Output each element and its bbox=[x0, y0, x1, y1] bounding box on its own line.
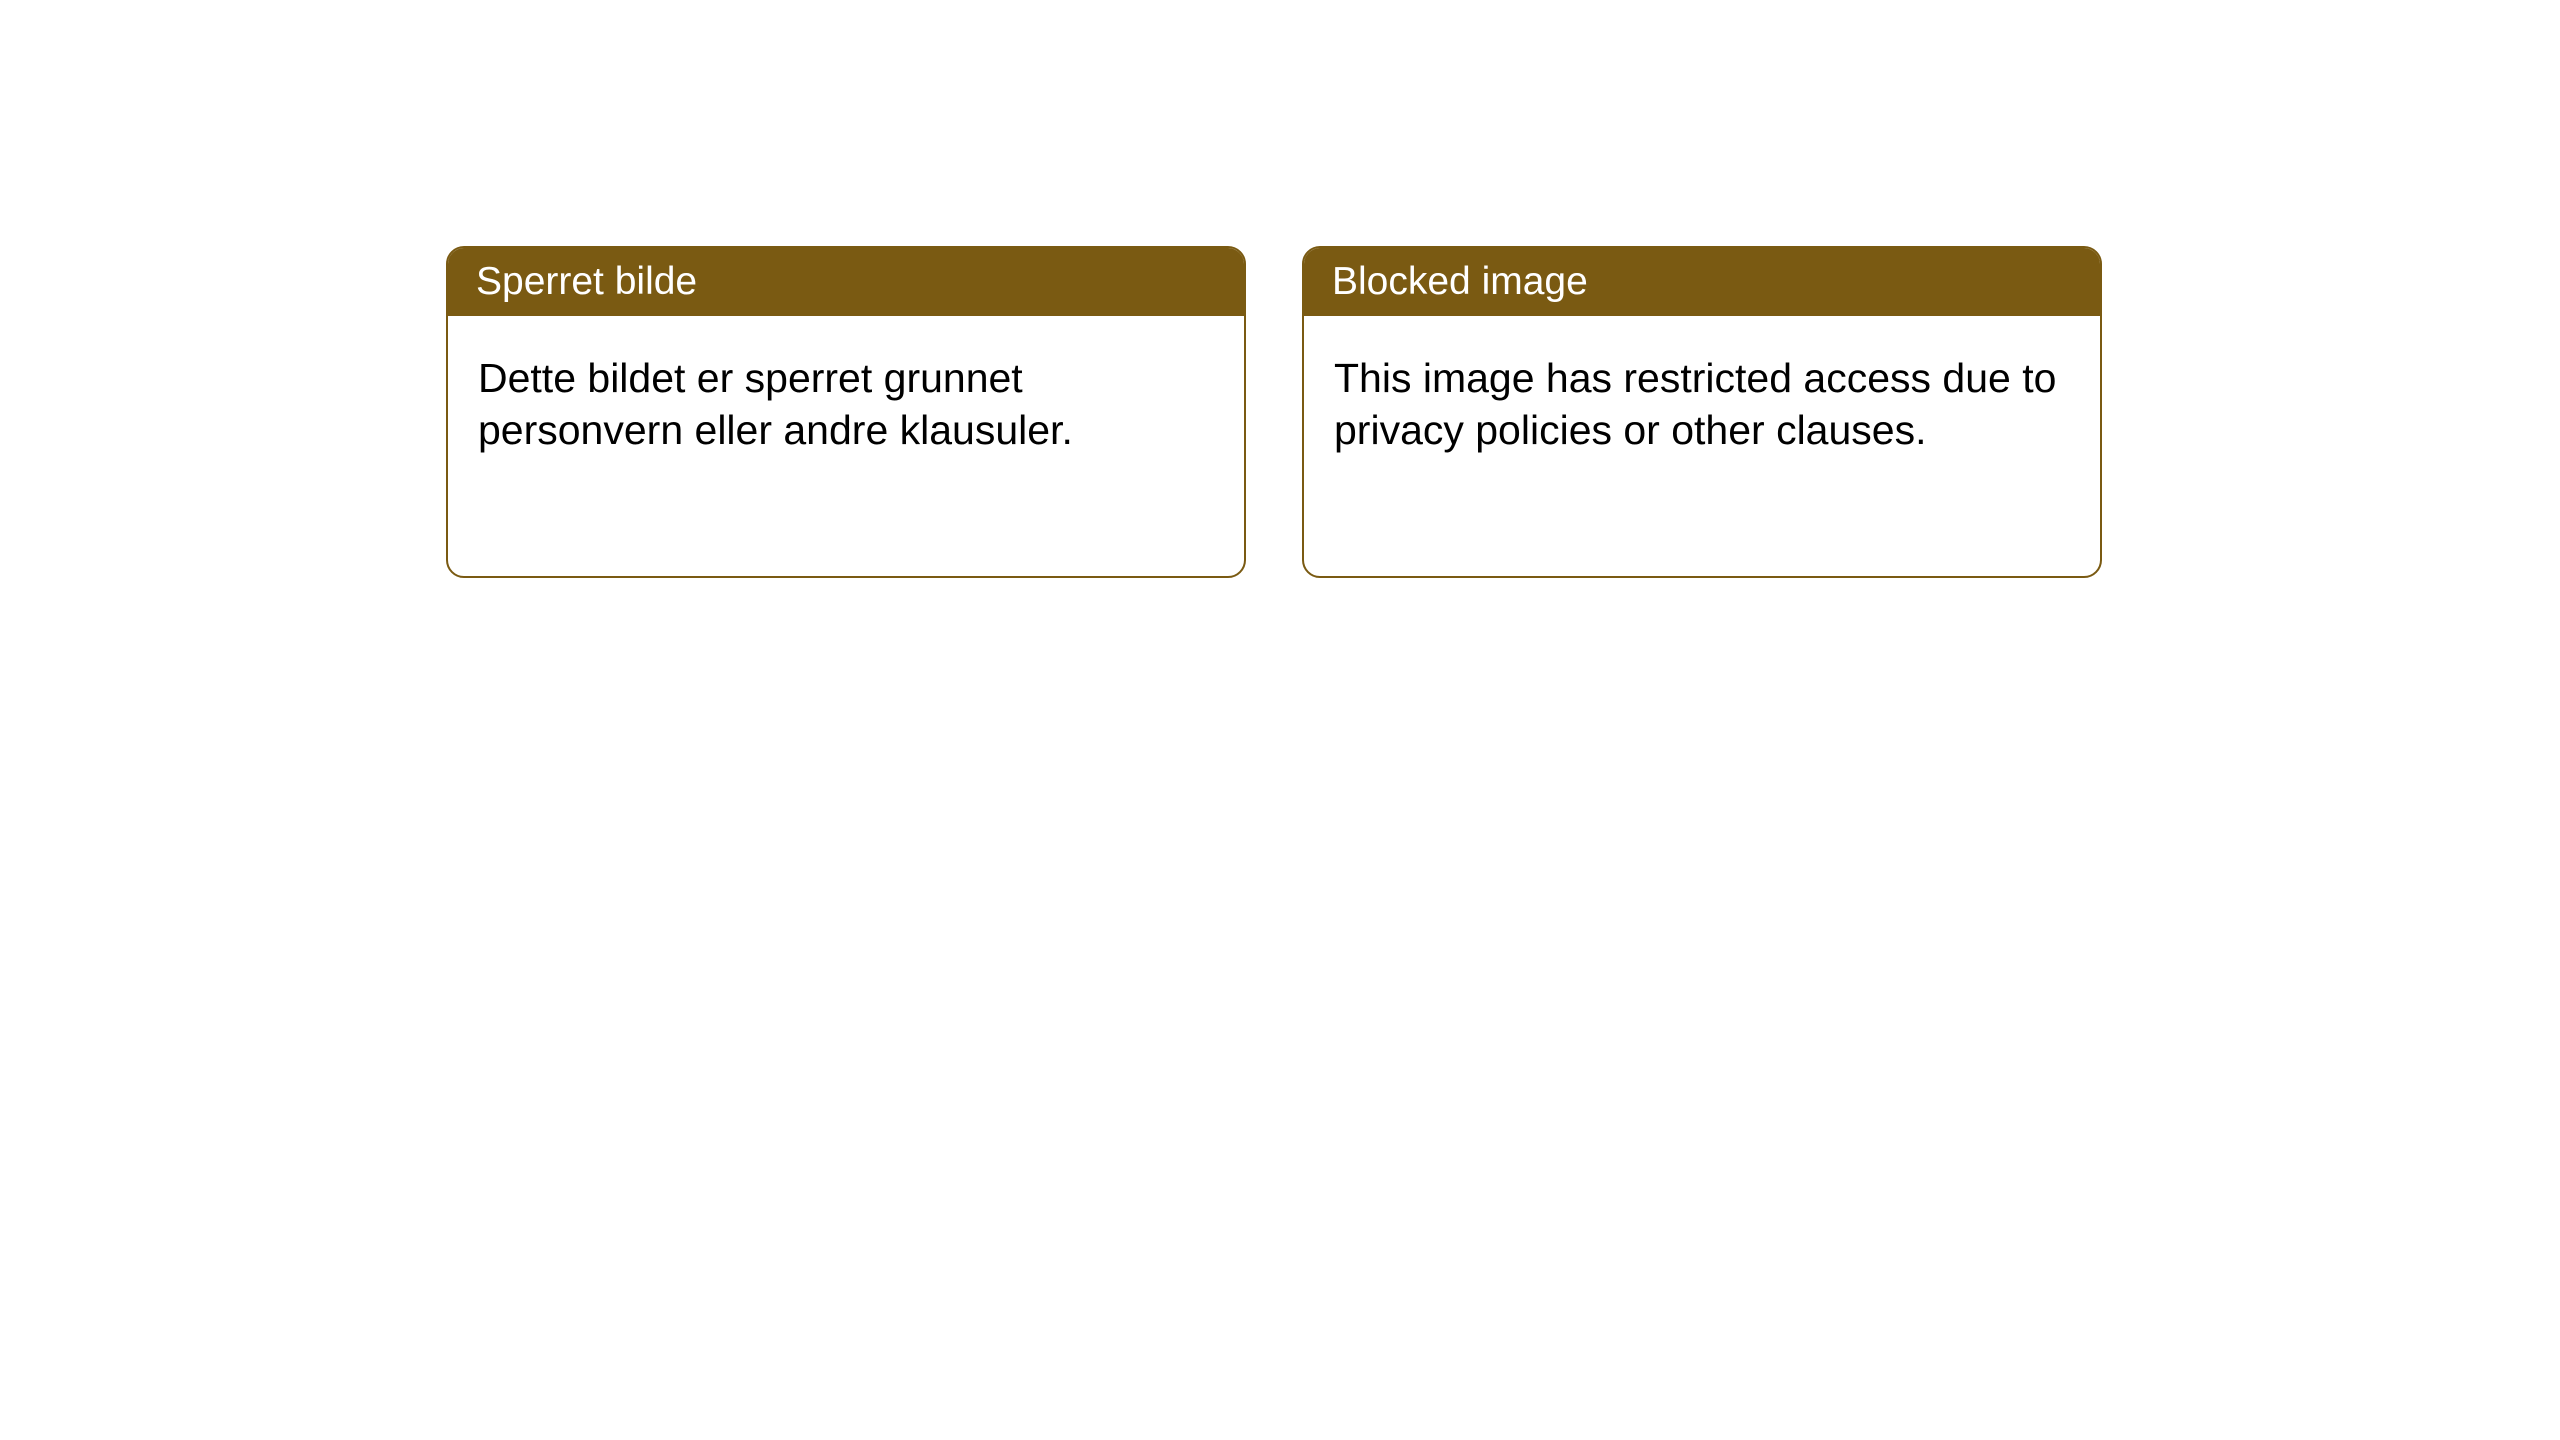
notice-body-english: This image has restricted access due to … bbox=[1304, 316, 2100, 493]
notice-body-norwegian: Dette bildet er sperret grunnet personve… bbox=[448, 316, 1244, 493]
notice-header-norwegian: Sperret bilde bbox=[448, 248, 1244, 316]
notice-box-english: Blocked image This image has restricted … bbox=[1302, 246, 2102, 578]
notice-header-english: Blocked image bbox=[1304, 248, 2100, 316]
notice-container: Sperret bilde Dette bildet er sperret gr… bbox=[446, 246, 2102, 578]
notice-box-norwegian: Sperret bilde Dette bildet er sperret gr… bbox=[446, 246, 1246, 578]
